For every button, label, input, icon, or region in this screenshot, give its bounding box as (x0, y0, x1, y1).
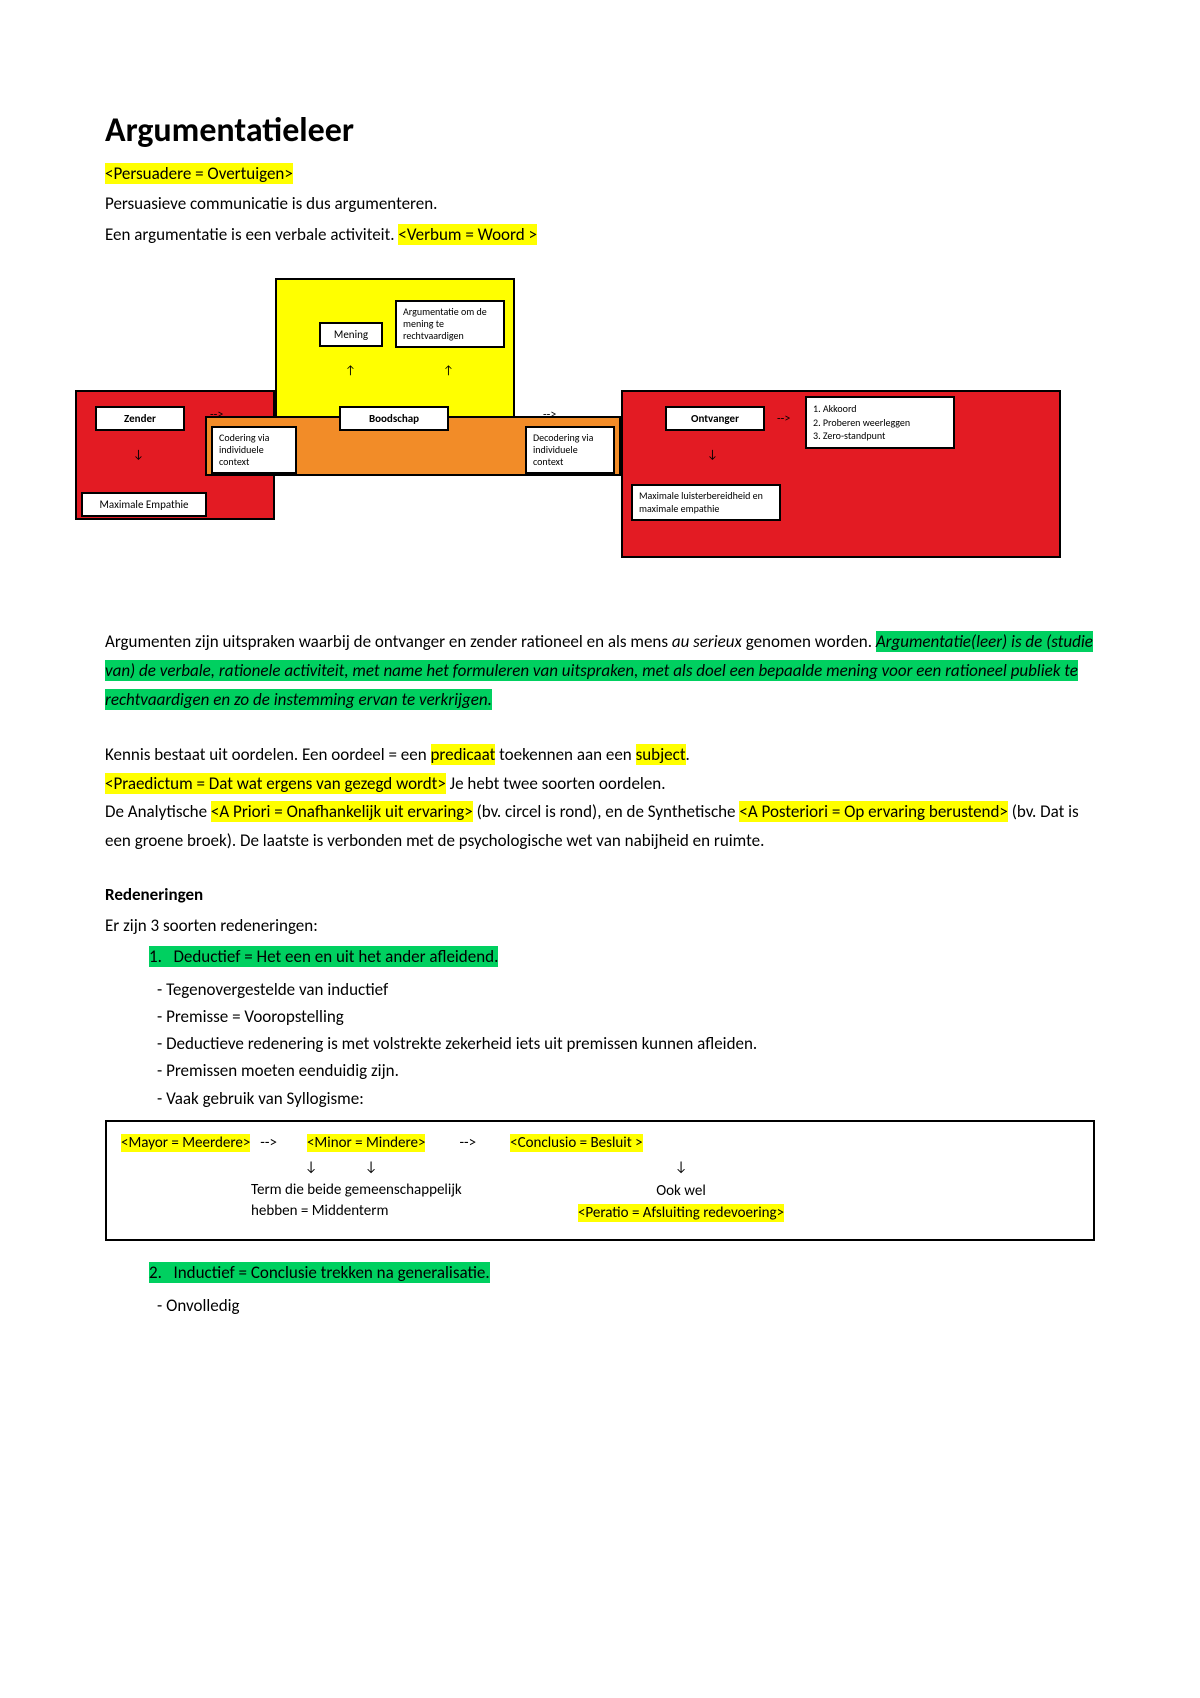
red-item1-sublist: Tegenovergestelde van inductief Premisse… (175, 976, 1095, 1112)
arrow-down-icon: ↓ (601, 1160, 761, 1174)
intro-hl-1: <Persuadere = Overtuigen> (105, 163, 293, 184)
middenterm-text: Term die beide gemeenschappelijk hebben … (251, 1180, 471, 1225)
arrow-down-icon: ↓ (133, 448, 144, 462)
redeneringen-heading: Redeneringen (105, 882, 1095, 908)
minor-label: <Minor = Mindere> (307, 1134, 425, 1152)
arrow-down-icon: ↓ (281, 1160, 341, 1174)
para-argumenten-au: au serieux (672, 631, 742, 652)
list-item: Deductieve redenering is met volstrekte … (175, 1030, 1095, 1057)
intro-hl-2: <Verbum = Woord > (398, 224, 537, 245)
argumentatie-box: Argumentatie om de mening te rechtvaardi… (395, 300, 505, 348)
arrow-right-icon: --> (210, 408, 223, 422)
ookwel-text: Ook wel (531, 1180, 831, 1203)
red-item1-hl: Deductief = Het een en uit het ander afl… (173, 946, 498, 967)
peratio-label: <Peratio = Afsluiting redevoering> (578, 1204, 784, 1222)
mening-box: Mening (319, 322, 383, 347)
kennis-hl-apriori: <A Priori = Onafhankelijk uit ervaring> (211, 801, 473, 822)
kennis-l3a: De Analytische (105, 801, 211, 822)
max-luister-box: Maximale luisterbereidheid en maximale e… (631, 484, 781, 521)
intro-line-2: Persuasieve communicatie is dus argument… (105, 191, 1095, 217)
decodering-box: Decodering via individuele context (525, 426, 615, 474)
list-item: Tegenovergestelde van inductief (175, 976, 1095, 1003)
communication-diagram: Zender ↓ Maximale Empathie --> Codering … (75, 278, 1065, 578)
arrow-right-icon: --> (543, 408, 556, 422)
syllogism-diagram: <Mayor = Meerdere> --> <Minor = Mindere>… (105, 1120, 1095, 1241)
opties-box: 1. Akkoord 2. Proberen weerleggen 3. Zer… (805, 396, 955, 449)
kennis-l1c: . (686, 744, 690, 765)
kennis-hl-predicaat: predicaat (431, 744, 496, 765)
kennis-l1a: Kennis bestaat uit oordelen. Een oordeel… (105, 744, 431, 765)
arrow-up-icon: ↑ (345, 364, 356, 378)
kennis-hl-aposteriori: <A Posteriori = Op ervaring berustend> (739, 801, 1008, 822)
redeneringen-intro: Er zijn 3 soorten redeneringen: (105, 913, 1095, 939)
list-item: Premisse = Vooropstelling (175, 1003, 1095, 1030)
kennis-l2b: Je hebt twee soorten oordelen. (446, 773, 666, 794)
zender-box: Zender (95, 406, 185, 431)
mayor-label: <Mayor = Meerdere> (121, 1134, 250, 1152)
codering-box: Codering via individuele context (211, 426, 297, 474)
conclusio-label: <Conclusio = Besluit > (510, 1134, 643, 1152)
red-item2-hl: Inductief = Conclusie trekken na general… (173, 1262, 489, 1283)
arrow-right-icon: --> (260, 1134, 277, 1152)
red-item2-num: 2. (149, 1262, 162, 1283)
arrow-down-icon: ↓ (341, 1160, 401, 1174)
max-empathie-box: Maximale Empathie (81, 492, 207, 517)
ontvanger-box: Ontvanger (665, 406, 765, 431)
para-argumenten-pre: Argumenten zijn uitspraken waarbij de on… (105, 631, 672, 652)
arrow-right-icon: --> (459, 1134, 476, 1152)
arrow-up-icon: ↑ (443, 364, 454, 378)
list-item: Onvolledig (175, 1292, 1095, 1319)
red-item1-num: 1. (149, 946, 162, 967)
red-item2-sublist: Onvolledig (175, 1292, 1095, 1319)
list-item: Premissen moeten eenduidig zijn. (175, 1057, 1095, 1084)
arrow-right-icon: --> (777, 412, 790, 426)
kennis-l3b: (bv. circel is rond), en de Synthetische (473, 801, 740, 822)
kennis-l1b: toekennen aan een (495, 744, 635, 765)
list-item: Vaak gebruik van Syllogisme: (175, 1085, 1095, 1112)
kennis-hl-praedictum: <Praedictum = Dat wat ergens van gezegd … (105, 773, 446, 794)
kennis-hl-subject: subject (636, 744, 686, 765)
page-title: Argumentatieleer (105, 110, 1095, 151)
arrow-down-icon: ↓ (707, 448, 718, 462)
boodschap-box: Boodschap (339, 406, 449, 431)
intro-line-3a: Een argumentatie is een verbale activite… (105, 224, 398, 245)
para-argumenten-post: genomen worden. (742, 631, 876, 652)
